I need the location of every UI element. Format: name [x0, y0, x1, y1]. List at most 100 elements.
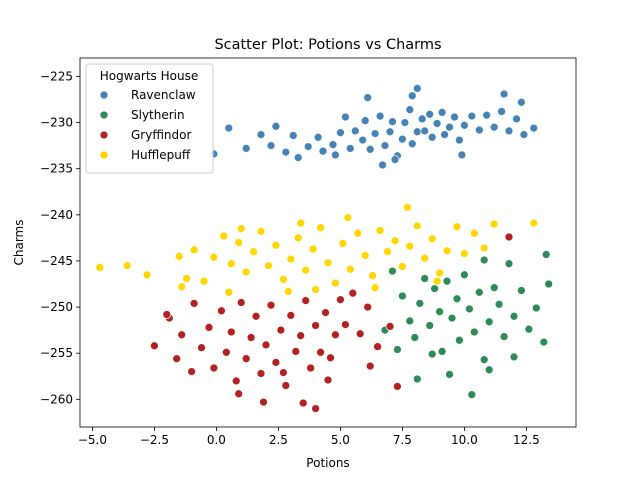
- data-point: [348, 288, 358, 298]
- legend-entry-gryffindor: Gryffindor: [99, 128, 192, 142]
- data-point: [313, 132, 323, 142]
- y-tick-label: −230: [40, 116, 73, 130]
- data-point: [231, 376, 241, 386]
- data-point: [400, 118, 410, 127]
- data-point: [380, 141, 390, 150]
- data-point: [266, 300, 276, 310]
- data-point: [410, 333, 420, 342]
- data-point: [226, 327, 236, 337]
- data-point: [370, 283, 380, 293]
- data-point: [368, 271, 377, 281]
- data-point: [469, 327, 479, 337]
- data-point: [293, 233, 303, 243]
- data-point: [345, 264, 355, 274]
- data-point: [266, 141, 276, 150]
- x-tick-label: 5.0: [331, 433, 350, 447]
- data-point: [234, 238, 244, 247]
- data-point: [529, 218, 539, 228]
- data-point: [375, 111, 385, 121]
- data-point: [378, 160, 387, 170]
- data-point: [420, 274, 430, 283]
- data-point: [479, 255, 489, 265]
- data-point: [271, 121, 281, 131]
- legend-label: Slytherin: [131, 108, 185, 122]
- data-point: [276, 325, 286, 335]
- data-point: [388, 266, 397, 276]
- data-point: [420, 126, 430, 136]
- data-point: [293, 153, 303, 162]
- data-point: [298, 398, 308, 408]
- data-point: [311, 321, 320, 330]
- data-point: [323, 258, 333, 268]
- data-point: [494, 299, 504, 309]
- data-point: [316, 223, 325, 233]
- data-point: [412, 127, 422, 137]
- data-point: [249, 247, 258, 257]
- data-point: [217, 306, 226, 316]
- data-point: [484, 365, 494, 375]
- data-point: [323, 375, 333, 385]
- data-point: [224, 287, 234, 297]
- data-point: [489, 283, 499, 293]
- data-point: [383, 247, 392, 257]
- data-point: [279, 368, 288, 377]
- data-point: [405, 105, 415, 115]
- data-point: [504, 232, 514, 242]
- data-point: [445, 122, 454, 132]
- data-point: [142, 270, 152, 280]
- data-point: [427, 132, 437, 142]
- x-axis: −5.0 −2.5 0.0 2.5 5.0 7.5 10.0 12.5: [78, 427, 540, 447]
- data-point: [219, 231, 229, 241]
- data-point: [311, 285, 320, 294]
- data-point: [301, 296, 311, 305]
- data-point: [539, 337, 549, 347]
- legend-label: Ravenclaw: [131, 88, 196, 102]
- legend-marker: [99, 90, 109, 100]
- y-axis-label: Charms: [12, 219, 26, 265]
- legend-entry-slytherin: Slytherin: [99, 108, 185, 122]
- data-point: [440, 130, 449, 139]
- data-point: [420, 253, 430, 263]
- data-point: [331, 330, 340, 340]
- data-point: [336, 295, 345, 305]
- data-point: [452, 222, 462, 232]
- data-point: [177, 282, 187, 292]
- data-point: [189, 299, 199, 308]
- data-point: [398, 262, 407, 271]
- data-point: [256, 227, 266, 236]
- data-point: [509, 311, 519, 321]
- data-point: [296, 218, 306, 228]
- data-point: [544, 279, 554, 289]
- data-point: [432, 276, 442, 286]
- data-point: [484, 317, 494, 327]
- data-point: [467, 111, 477, 121]
- data-point: [385, 322, 395, 331]
- data-point: [455, 135, 464, 145]
- data-point: [455, 335, 464, 345]
- y-tick-label: −255: [40, 346, 73, 360]
- data-point: [489, 219, 499, 229]
- data-point: [241, 267, 251, 277]
- x-tick-label: 2.5: [269, 433, 288, 447]
- x-tick-label: 0.0: [207, 433, 226, 447]
- data-point: [197, 343, 206, 353]
- data-point: [412, 84, 422, 93]
- data-point: [467, 390, 477, 400]
- data-point: [460, 249, 469, 258]
- data-point: [370, 129, 380, 138]
- data-point: [355, 329, 365, 339]
- data-point: [519, 130, 529, 139]
- data-point: [308, 244, 318, 254]
- data-point: [363, 302, 373, 312]
- data-point: [450, 112, 459, 122]
- legend-entry-hufflepuff: Hufflepuff: [99, 148, 191, 162]
- data-point: [432, 119, 442, 128]
- points-layer: [95, 84, 554, 413]
- data-point: [303, 142, 313, 151]
- data-point: [360, 116, 370, 126]
- data-point: [353, 228, 363, 238]
- x-tick-label: 12.5: [513, 433, 540, 447]
- data-point: [457, 150, 467, 160]
- data-point: [182, 274, 191, 283]
